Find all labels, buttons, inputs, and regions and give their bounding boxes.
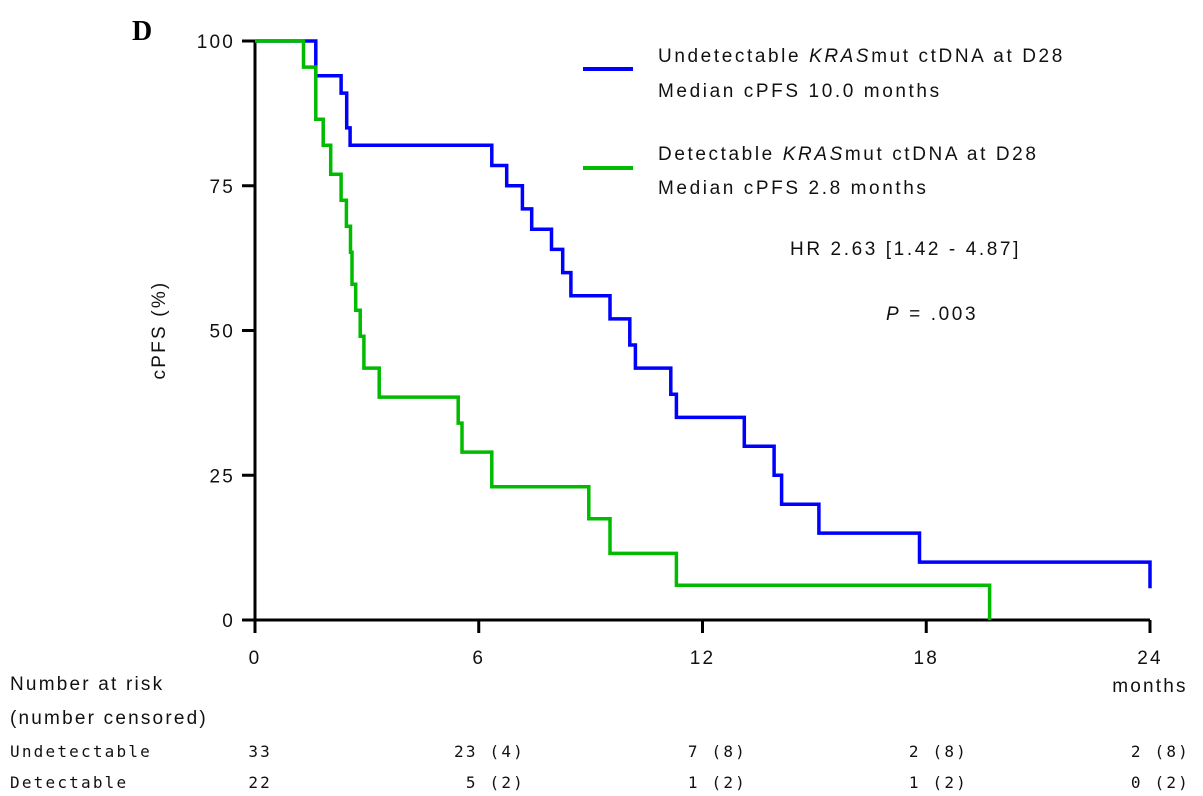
x-tick-label: 24 (1137, 648, 1163, 669)
risk-cell: 0 (2) (1131, 773, 1190, 792)
risk-cell: 2 (8) (909, 742, 968, 761)
y-axis-label: cPFS (%) (149, 281, 170, 380)
y-tick-label: 75 (209, 177, 235, 198)
risk-cell: 1 (2) (909, 773, 968, 792)
axes: 0 25 50 75 100 0 6 12 18 24 (197, 32, 1163, 669)
risk-table-subtitle: (number censored) (10, 708, 208, 729)
risk-row-label: Detectable (10, 773, 128, 792)
risk-cell: 23 (4) (454, 742, 525, 761)
risk-table-rows: Undetectable 33 23 (4) 7 (8) 2 (8) 2 (8) Detec… (10, 742, 1190, 792)
risk-cell: 1 (2) (688, 773, 747, 792)
risk-cell: 2 (8) (1131, 742, 1190, 761)
survival-curves (255, 39, 1152, 620)
x-tick-label: 18 (913, 648, 939, 669)
risk-row-label: Undetectable (10, 742, 152, 761)
y-tick-label: 100 (197, 32, 235, 53)
risk-cell: 33 (248, 742, 272, 761)
risk-cell: 7 (8) (688, 742, 747, 761)
x-tick-label: 6 (472, 648, 485, 669)
risk-table: Number at risk (number censored) Undetec… (10, 674, 1190, 792)
y-tick-label: 50 (209, 322, 235, 343)
x-tick-label: 0 (249, 648, 262, 669)
y-tick-label: 25 (209, 466, 235, 487)
curve-undetectable (255, 39, 1152, 589)
legend-median-undetectable: Median cPFS 10.0 months (658, 81, 942, 102)
panel-label: D (132, 16, 152, 47)
hazard-ratio: HR 2.63 [1.42 - 4.87] (790, 239, 1021, 260)
legend-label-undetectable: Undetectable KRASmut ctDNA at D28 (658, 46, 1065, 67)
legend-median-detectable: Median cPFS 2.8 months (658, 178, 929, 199)
legend: Undetectable KRASmut ctDNA at D28 Median… (583, 46, 1065, 199)
risk-table-title: Number at risk (10, 674, 164, 695)
x-tick-label: 12 (690, 648, 716, 669)
y-tick-label: 0 (222, 611, 235, 632)
p-value: P = .003 (886, 304, 978, 325)
x-axis-label: months (1112, 676, 1188, 697)
legend-label-detectable: Detectable KRASmut ctDNA at D28 (658, 144, 1039, 165)
curve-detectable (255, 39, 992, 620)
risk-cell: 5 (2) (466, 773, 525, 792)
risk-cell: 22 (248, 773, 272, 792)
